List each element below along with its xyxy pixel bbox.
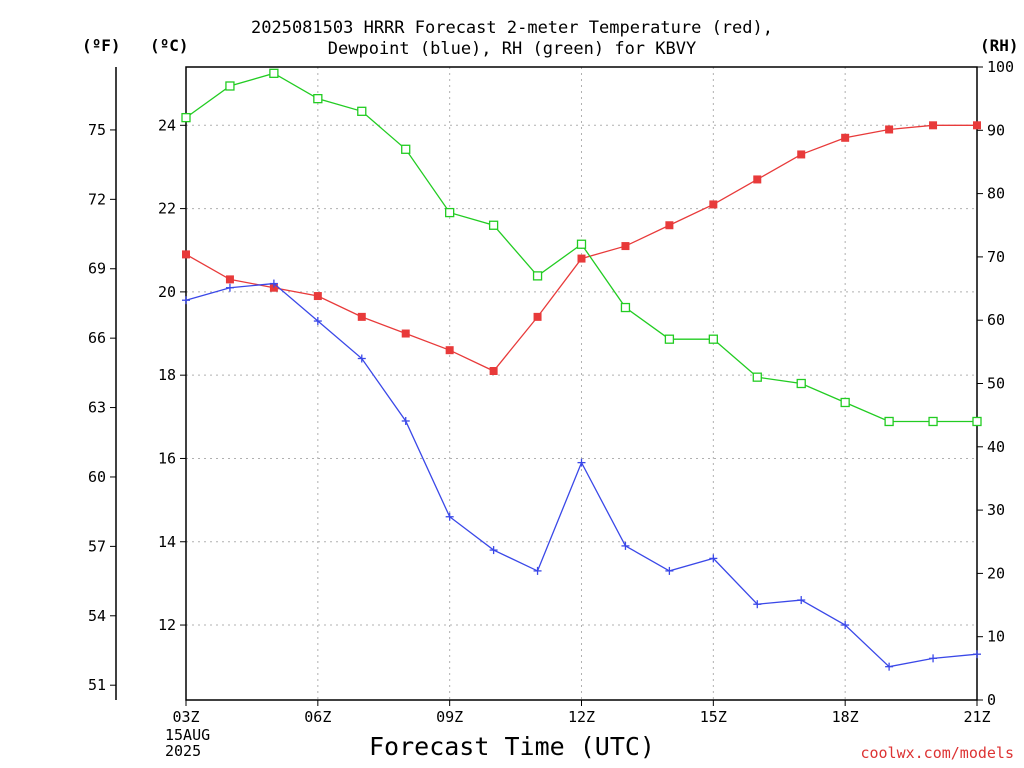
fahrenheit-tick-label: 66 [88, 329, 106, 347]
x-tick-label: 18Z [832, 708, 859, 726]
temperature-point [445, 346, 454, 355]
rh-point [840, 397, 850, 408]
temperature-point [577, 254, 586, 263]
rh-point [401, 144, 411, 154]
rh-point [445, 207, 455, 218]
temperature-point [797, 150, 806, 159]
temperature-point [885, 125, 894, 134]
rh-tick-label: 90 [987, 121, 1005, 139]
x-tick-label: 06Z [304, 708, 331, 726]
celsius-tick-label: 24 [158, 116, 176, 134]
fahrenheit-tick-label: 72 [88, 190, 106, 208]
plot-frame [185, 66, 978, 701]
temperature-point [269, 283, 278, 292]
rh-point [488, 220, 499, 230]
temperature-point [313, 292, 322, 301]
rh-point [532, 271, 543, 281]
rh-point [664, 334, 675, 344]
temperature-point [929, 121, 938, 130]
date-day: 15AUG [165, 726, 211, 744]
rh-point [620, 302, 631, 313]
rh-tick-label: 20 [987, 564, 1005, 582]
credit-link[interactable]: coolwx.com/models [860, 744, 1014, 762]
fahrenheit-unit-label: (ºF) [82, 36, 121, 55]
rh-point [357, 106, 367, 116]
rh-tick-label: 50 [987, 375, 1005, 393]
chart-title-line1: 2025081503 HRRR Forecast 2-meter Tempera… [251, 18, 773, 38]
temperature-point [709, 200, 718, 209]
temperature-point [841, 133, 850, 142]
rh-point [796, 378, 806, 389]
rh-tick-label: 80 [987, 185, 1005, 203]
fahrenheit-tick-label: 54 [88, 607, 106, 625]
x-tick-label: 15Z [700, 708, 727, 726]
rh-point [708, 334, 718, 344]
fahrenheit-tick-label: 69 [88, 260, 106, 278]
rh-tick-label: 70 [987, 248, 1005, 266]
temperature-point [533, 312, 542, 321]
rh-tick-label: 30 [987, 501, 1005, 519]
x-tick-label: 09Z [436, 708, 463, 726]
fahrenheit-tick-label: 60 [88, 468, 106, 486]
temperature-point [357, 312, 366, 321]
rh-tick-label: 10 [987, 628, 1005, 646]
celsius-tick-label: 14 [158, 533, 176, 551]
celsius-unit-label: (ºC) [150, 36, 189, 55]
temperature-point [973, 121, 981, 130]
temperature-point [225, 275, 234, 284]
rh-tick-label: 60 [987, 311, 1005, 329]
celsius-tick-label: 12 [158, 616, 176, 634]
x-axis-title: Forecast Time (UTC) [369, 732, 655, 761]
temperature-point [182, 250, 190, 259]
rh-point [225, 81, 235, 91]
temperature-point [621, 242, 630, 251]
temperature-point [401, 329, 410, 338]
temperature-point [489, 367, 498, 376]
fahrenheit-tick-label: 57 [88, 537, 106, 555]
rh-unit-label: (RH) [980, 36, 1019, 55]
rh-point [269, 68, 279, 78]
rh-tick-label: 40 [987, 438, 1005, 456]
rh-point [928, 416, 938, 427]
rh-point [576, 239, 587, 249]
rh-point [972, 416, 982, 427]
celsius-tick-label: 20 [158, 283, 176, 301]
rh-tick-label: 100 [987, 58, 1014, 76]
rh-point [313, 94, 323, 104]
date-year: 2025 [165, 742, 202, 760]
rh-tick-label: 0 [987, 691, 996, 709]
rh-point [884, 416, 894, 427]
x-tick-label: 12Z [568, 708, 595, 726]
celsius-tick-label: 22 [158, 200, 176, 218]
fahrenheit-tick-label: 75 [88, 121, 106, 139]
x-tick-label: 03Z [172, 708, 199, 726]
temperature-point [665, 221, 674, 230]
celsius-tick-label: 18 [158, 366, 176, 384]
temperature-point [753, 175, 762, 184]
rh-point [752, 372, 762, 382]
x-tick-label: 21Z [963, 708, 990, 726]
celsius-tick-label: 16 [158, 449, 176, 467]
chart-title-line2: Dewpoint (blue), RH (green) for KBVY [327, 39, 697, 59]
fahrenheit-tick-label: 63 [88, 399, 106, 417]
fahrenheit-tick-label: 51 [88, 676, 106, 694]
rh-point [181, 112, 191, 123]
